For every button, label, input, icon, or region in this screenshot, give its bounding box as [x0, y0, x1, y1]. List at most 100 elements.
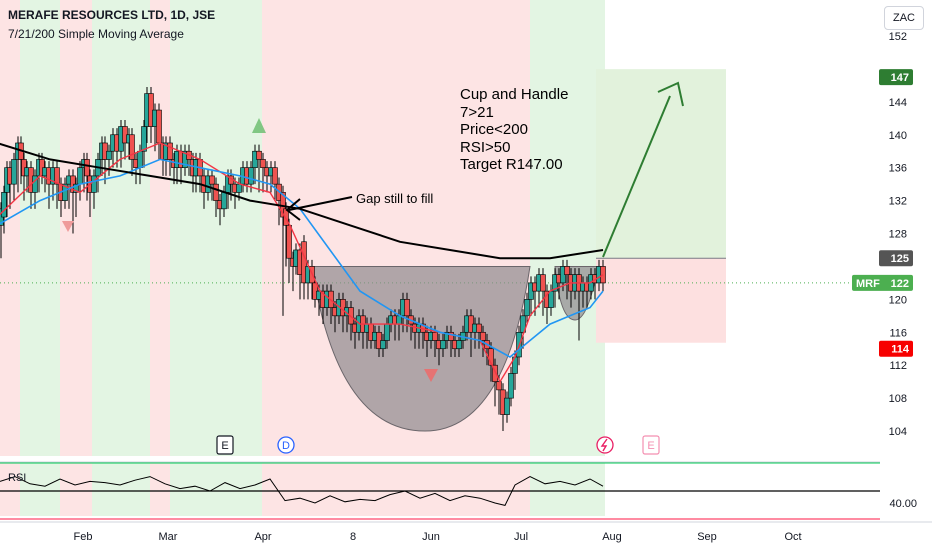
currency-button[interactable]: ZAC — [884, 6, 924, 30]
sell-signal-icon — [62, 221, 74, 232]
gap-arrow — [288, 196, 353, 211]
regime-band — [92, 0, 150, 456]
lightning-icon — [600, 438, 608, 452]
price-tick-label: 112 — [889, 360, 907, 372]
gap-arrow-head — [285, 198, 301, 221]
time-tick-label: Feb — [74, 531, 93, 543]
earnings-upcoming-marker-box — [642, 435, 660, 455]
rsi-line — [0, 476, 604, 506]
up-candle — [73, 183, 79, 193]
stop-zone — [596, 258, 726, 343]
earnings-upcoming-marker: E — [647, 440, 654, 452]
up-candle — [524, 299, 530, 317]
up-candle — [62, 183, 68, 201]
up-candle — [32, 175, 38, 193]
price-tick-label: 136 — [889, 163, 907, 175]
up-candle — [1, 192, 7, 218]
up-candle — [236, 183, 242, 193]
down-candle — [496, 381, 502, 391]
sell-signal-icon — [424, 369, 438, 382]
target-price-label-bg — [879, 69, 913, 86]
up-candle — [520, 315, 526, 333]
rsi-regime-band — [170, 462, 262, 516]
gap-note: Gap still to fill — [356, 191, 434, 206]
up-candle — [137, 150, 143, 168]
down-candle — [256, 150, 262, 160]
up-candle — [141, 126, 147, 152]
up-candle — [91, 175, 97, 193]
strategy-line-5: Target R147.00 — [460, 156, 563, 173]
time-tick-label: Jun — [422, 531, 440, 543]
target-arrow — [602, 95, 671, 258]
up-candle — [77, 167, 83, 185]
down-candle — [167, 142, 173, 160]
strategy-line-2: 7>21 — [460, 103, 494, 121]
down-candle — [476, 323, 482, 333]
price-tick-label: 104 — [889, 426, 907, 438]
time-tick-label: Sep — [697, 531, 717, 543]
time-tick-label: Oct — [784, 531, 801, 543]
down-candle — [84, 159, 90, 177]
sma-7-line — [0, 142, 604, 384]
chart-title: MERAFE RESOURCES LTD, 1D, JSE — [8, 8, 216, 22]
up-candle — [248, 167, 254, 185]
down-candle — [156, 109, 162, 144]
rsi-regime-band — [92, 462, 150, 516]
regime-band — [60, 0, 92, 456]
down-candle — [272, 167, 278, 185]
up-candle — [384, 323, 390, 341]
symbol-label: MRF — [856, 278, 880, 290]
time-tick-label: Apr — [254, 531, 271, 543]
down-candle — [480, 331, 486, 341]
down-candle — [286, 224, 292, 259]
earnings-marker-box — [216, 435, 234, 455]
down-candle — [448, 331, 454, 341]
price-tick-label: 140 — [889, 130, 907, 142]
up-candle — [106, 150, 112, 160]
down-candle — [540, 274, 546, 292]
up-candle — [221, 192, 227, 210]
price-tick-label: 128 — [889, 229, 907, 241]
up-candle — [456, 340, 462, 350]
down-candle — [129, 134, 135, 160]
price-tick-label: 120 — [889, 294, 907, 306]
rsi-regime-band — [20, 462, 60, 516]
up-candle — [380, 340, 386, 350]
regime-band — [530, 0, 605, 456]
time-tick-label: 8 — [350, 531, 356, 543]
dividend-marker: D — [282, 440, 290, 452]
entry-price-label-bg — [879, 250, 913, 267]
time-tick-label: Jul — [514, 531, 528, 543]
split-event-icon — [596, 436, 614, 454]
rsi-regime-band — [0, 462, 20, 516]
strategy-note: Cup and Handle 7>21 Price<200 RSI>50 Tar… — [460, 86, 568, 174]
sma-200-line — [0, 142, 604, 260]
rsi-regime-band — [60, 462, 92, 516]
down-candle — [432, 331, 438, 341]
chart-subtitle: 7/21/200 Simple Moving Average — [8, 27, 184, 41]
rsi-regime-band — [262, 462, 530, 516]
up-candle — [11, 159, 17, 185]
time-tick-label: Aug — [602, 531, 622, 543]
regime-band — [150, 0, 170, 456]
down-candle — [213, 183, 219, 201]
price-tick-label: 108 — [889, 393, 907, 405]
up-candle — [504, 397, 510, 415]
earnings-marker: E — [221, 440, 228, 452]
regime-band — [0, 0, 20, 456]
price-tick-label: 132 — [889, 196, 907, 208]
entry-price-label: 125 — [891, 253, 909, 265]
down-candle — [209, 175, 215, 185]
buy-signal-icon — [252, 118, 266, 133]
up-candle — [440, 340, 446, 350]
regime-band — [170, 0, 262, 456]
current-price-bg — [852, 274, 913, 291]
price-tick-label: 116 — [889, 327, 907, 339]
stop-price-label-bg — [879, 340, 913, 357]
up-candle — [508, 373, 514, 399]
down-candle — [404, 299, 410, 317]
rsi-label: RSI — [8, 472, 26, 484]
current-price-label: 122 — [891, 278, 909, 290]
strategy-line-1: Cup and Handle — [460, 86, 569, 103]
